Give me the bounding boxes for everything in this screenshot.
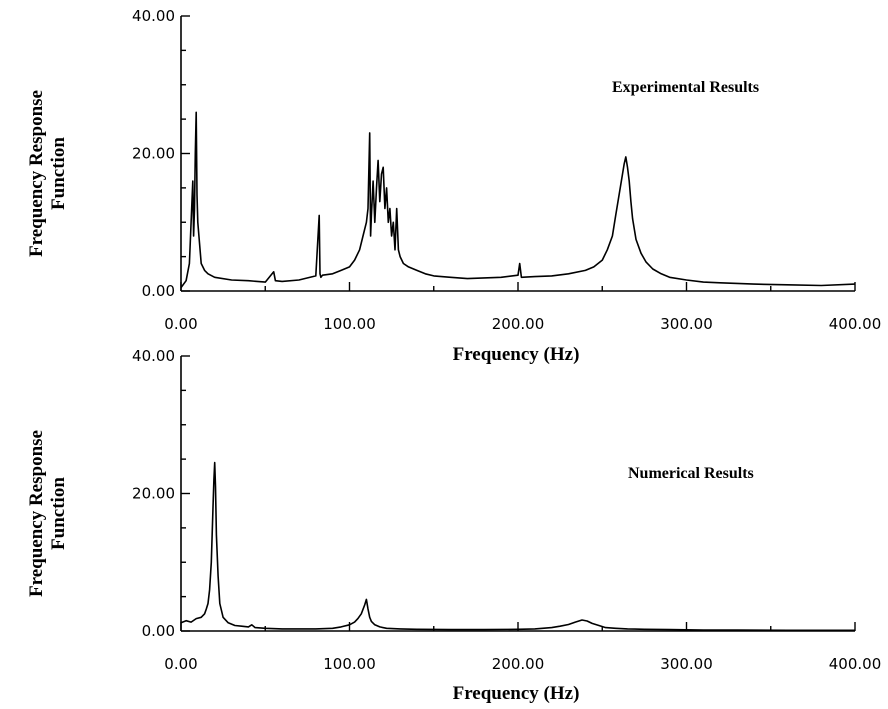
y-axis-label-line: Function (48, 477, 69, 550)
x-tick-label: 300.00 (660, 315, 713, 333)
chart-annotation: Experimental Results (612, 79, 759, 96)
x-tick-label: 0.00 (164, 655, 197, 673)
x-tick-label: 200.00 (492, 655, 545, 673)
y-axis-label: Frequency ResponseFunction (26, 430, 69, 597)
experimental-panel: 0.00 20.00 40.00 0.00 100.00 200.00 300.00 400.… (26, 7, 881, 365)
x-tick-label: 0.00 (164, 315, 197, 333)
y-tick-label: 20.00 (132, 485, 175, 503)
x-tick-label: 100.00 (323, 655, 376, 673)
x-tick-label: 400.00 (829, 315, 882, 333)
x-tick-label: 300.00 (660, 655, 713, 673)
y-tick-label: 40.00 (132, 347, 175, 365)
x-axis-label: Frequency (Hz) (453, 683, 580, 704)
y-axis-label-line: Function (48, 137, 69, 210)
chart-annotation: Numerical Results (628, 465, 754, 482)
x-tick-label: 400.00 (829, 655, 882, 673)
y-axis-label: Frequency ResponseFunction (26, 90, 69, 257)
x-axis-label: Frequency (Hz) (453, 344, 580, 365)
numerical-panel: 0.00 20.00 40.00 0.00 100.00 200.00 300.00 400.… (26, 347, 881, 704)
y-tick-label: 20.00 (132, 145, 175, 163)
y-axis-label-line: Frequency Response (26, 90, 47, 257)
frequency-response-line (180, 461, 855, 632)
y-tick-label: 0.00 (142, 282, 175, 300)
y-axis-label-line: Frequency Response (26, 430, 47, 597)
y-tick-label: 0.00 (142, 622, 175, 640)
y-tick-label: 40.00 (132, 7, 175, 25)
x-tick-label: 200.00 (492, 315, 545, 333)
x-tick-label: 100.00 (323, 315, 376, 333)
frequency-response-line (180, 111, 856, 289)
